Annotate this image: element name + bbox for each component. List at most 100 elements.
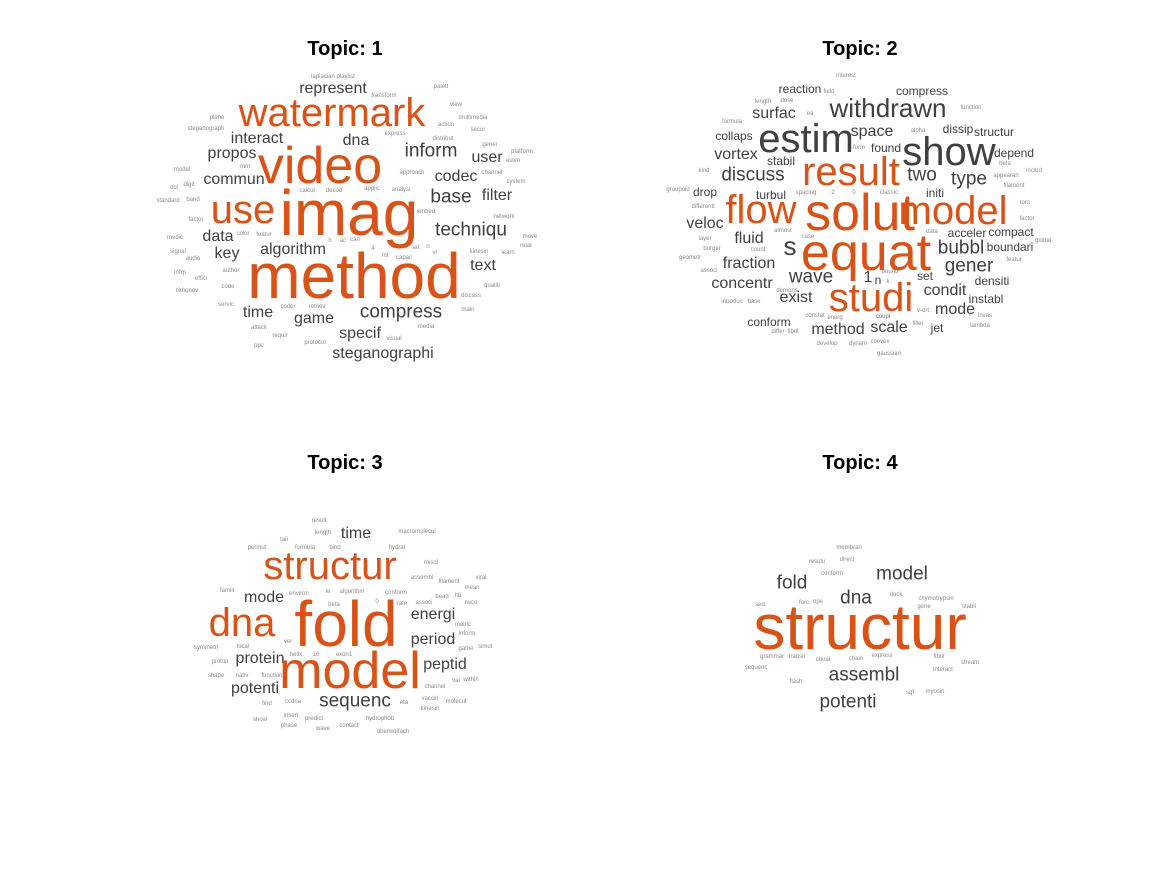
cloud-word: laplacian playlist [311, 74, 355, 80]
cloud-word: differenti [691, 204, 715, 210]
cloud-word: color [236, 231, 250, 237]
cloud-word: phase [280, 723, 298, 729]
cloud-word: 1 [863, 269, 873, 286]
cloud-word: dynam [848, 341, 868, 347]
cloud-word: vaccin [421, 696, 439, 702]
cloud-word: interact [933, 667, 953, 673]
cloud-word: rate [396, 601, 408, 607]
cloud-word: channel [424, 684, 446, 690]
cloud-word: steganograph [187, 126, 225, 132]
cloud-word: includ [1026, 168, 1042, 174]
cloud-word: codec [434, 168, 478, 185]
cloud-word: calcul [299, 188, 315, 194]
cloud-word: network [493, 214, 515, 220]
cloud-word: sequenc [319, 690, 391, 712]
cloud-word: matric [454, 622, 472, 628]
cloud-word: acceler [947, 226, 987, 240]
cloud-word: studi [828, 276, 914, 320]
cloud-word: dna [342, 132, 370, 149]
cloud-word: insert [283, 713, 299, 719]
cloud-word: invas [977, 313, 993, 319]
cloud-word: eta [399, 700, 409, 706]
cloud-word: length [754, 99, 772, 105]
cloud-word: video [257, 137, 383, 195]
cloud-word: commun [203, 171, 265, 188]
cloud-word: fibril [787, 329, 799, 335]
cloud-word: bound [881, 269, 899, 275]
cloud-word: simul [477, 644, 493, 650]
cloud-word: macromolecul [398, 529, 436, 535]
cloud-word: helix [289, 652, 303, 658]
cloud-word: dct [169, 185, 179, 191]
cloud-word: bead [435, 594, 449, 600]
cloud-word: vr [432, 250, 438, 256]
cloud-word: ml [381, 253, 389, 259]
cloud-word: move [522, 234, 538, 240]
cloud-word: can [350, 237, 360, 243]
cloud-word: qualiti [484, 283, 500, 289]
cloud-word: hydrat [388, 545, 406, 551]
cloud-word: distribut [432, 136, 454, 142]
cloud-word: view [449, 102, 463, 108]
cloud-word: structur [973, 125, 1015, 139]
cloud-word: formula [294, 545, 316, 551]
cloud-word: potenti [230, 680, 280, 697]
cloud-word: mm [240, 164, 250, 170]
cloud-word: environ [289, 591, 309, 597]
cloud-word: forc [798, 600, 810, 606]
cloud-word: filler [912, 321, 924, 327]
cloud-word: field [823, 89, 835, 95]
cloud-word: channel [481, 170, 503, 176]
cloud-word: demons [776, 288, 798, 294]
cloud-word: surfac [752, 105, 796, 122]
cloud-word: relat [520, 243, 532, 249]
cloud-word: applic [364, 186, 380, 192]
cloud-word: global [1034, 238, 1052, 244]
cloud-word: interest [836, 73, 856, 79]
cloud-word: main [461, 307, 475, 313]
cloud-word: function [960, 105, 982, 111]
cloud-word: shape [207, 673, 225, 679]
cloud-word: method [247, 240, 461, 312]
cloud-word: compact [988, 225, 1034, 239]
cloud-word: potenti [819, 691, 877, 713]
cloud-word: data [202, 228, 234, 245]
cloud-word: drop [692, 185, 718, 199]
cloud-word: express [871, 653, 893, 659]
cloud-word: filter [481, 187, 513, 204]
cloud-word: transform [371, 93, 397, 99]
cloud-word: tors [1019, 200, 1031, 206]
cloud-word: 4 [371, 246, 375, 252]
cloud-word: mfrp [174, 270, 186, 276]
cloud-word: vortex [714, 146, 758, 163]
cloud-word: capac [395, 255, 413, 261]
cloud-word: dna [840, 587, 872, 609]
cloud-word: gener [944, 255, 994, 277]
cloud-word: featur [256, 232, 272, 238]
cloud-word: fraction [722, 255, 776, 272]
cloud-word: associ [700, 268, 718, 274]
cloud-word: fold [776, 572, 808, 594]
cloud-word: appearan [993, 173, 1019, 179]
cloud-word: inform [404, 140, 458, 162]
cloud-word: flash [789, 679, 803, 685]
cloud-word: techniqu [435, 219, 507, 241]
cloud-word: found [870, 141, 902, 155]
cloud-word: mode [934, 301, 976, 318]
cloud-word: residu [808, 559, 826, 565]
cloud-word: estim [505, 158, 521, 164]
cloud-word: assembl [410, 575, 434, 581]
cloud-word: analysi [391, 187, 411, 193]
cloud-word: burger [703, 246, 721, 252]
cloud-word: dock [889, 592, 903, 598]
cloud-word: gener [482, 142, 498, 148]
cloud-word: filament [1003, 183, 1025, 189]
cloud-word: kinesin [469, 249, 489, 255]
cloud-word: secur [470, 127, 486, 133]
cloud-word: bubbl [937, 237, 985, 259]
cloud-word: data [926, 229, 938, 235]
cloud-word: form [853, 145, 865, 151]
cloud-word: retriev [308, 304, 326, 310]
cloud-word: model [898, 189, 1008, 233]
cloud-word: alpha [910, 128, 926, 134]
